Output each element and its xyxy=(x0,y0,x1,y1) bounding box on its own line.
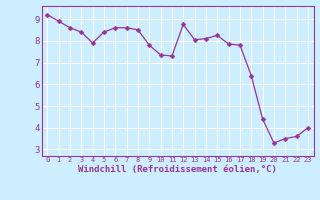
X-axis label: Windchill (Refroidissement éolien,°C): Windchill (Refroidissement éolien,°C) xyxy=(78,165,277,174)
